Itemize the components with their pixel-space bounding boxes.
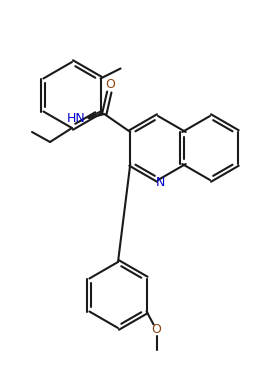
Text: O: O — [152, 323, 162, 336]
Text: O: O — [105, 77, 115, 91]
Text: N: N — [155, 175, 165, 188]
Text: HN: HN — [67, 113, 86, 125]
